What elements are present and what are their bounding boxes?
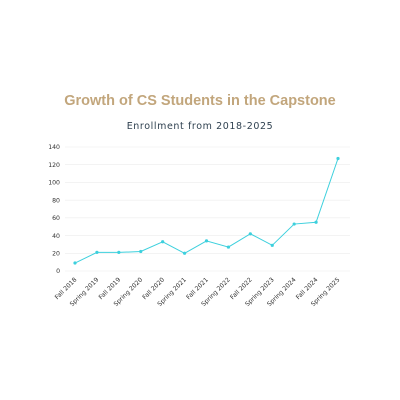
data-point (314, 220, 318, 224)
y-tick-label: 40 (52, 233, 60, 240)
data-point (226, 245, 231, 249)
chart-subtitle: Enrollment from 2018-2025 (126, 121, 274, 132)
data-point (204, 239, 209, 243)
data-point (270, 243, 274, 247)
y-tick-label: 0 (56, 268, 60, 275)
data-point (336, 156, 340, 161)
y-axis-ticks: 0 20 40 60 80 100 120 140 (48, 144, 60, 275)
data-point (117, 250, 121, 254)
data-point (292, 222, 296, 226)
data-point (73, 261, 77, 265)
data-point (95, 250, 99, 254)
data-point (139, 249, 143, 254)
series-layer (73, 156, 340, 265)
y-tick-label: 140 (48, 144, 60, 151)
chart-title: Growth of CS Students in the Capstone (64, 93, 336, 109)
y-tick-label: 20 (52, 250, 60, 257)
data-point (248, 232, 252, 236)
y-tick-label: 120 (48, 162, 60, 169)
y-tick-label: 100 (48, 180, 60, 187)
series-line (74, 158, 339, 264)
y-tick-label: 80 (52, 197, 60, 204)
grid-lines (65, 146, 350, 272)
data-point (161, 240, 165, 244)
y-tick-label: 60 (52, 215, 60, 222)
data-point (182, 251, 187, 255)
